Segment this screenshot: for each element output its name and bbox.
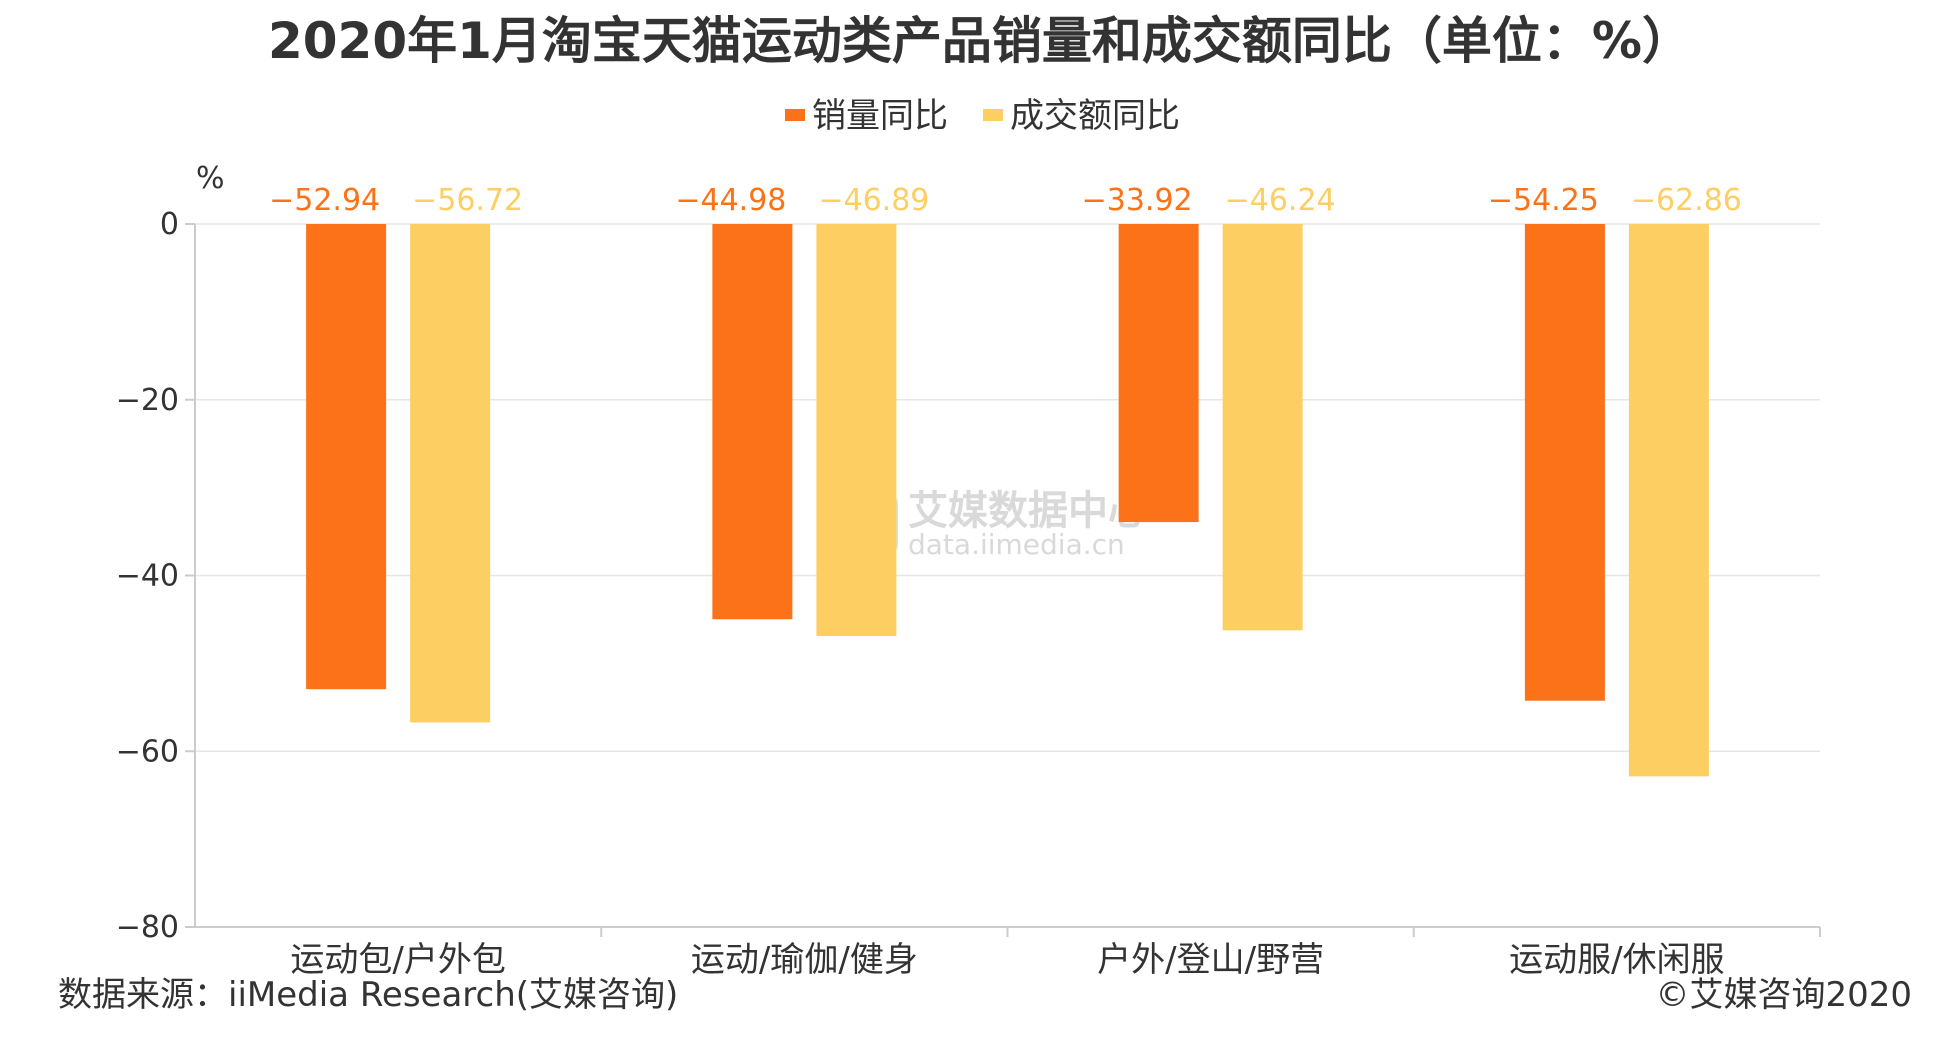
data-labels: −52.94 −56.72 −44.98 −46.89 −33.92 −46.24 −54.… <box>269 183 1742 218</box>
data-label-gmv: −62.86 <box>1631 183 1742 218</box>
bar-gmv <box>1628 224 1709 777</box>
bar-gmv <box>410 224 491 723</box>
x-category-label: 运动/瑜伽/健身 <box>691 940 918 980</box>
watermark-url: data.iimedia.cn <box>908 528 1125 561</box>
x-category-label: 运动包/户外包 <box>290 940 505 980</box>
copyright-note: ©艾媒咨询2020 <box>1655 975 1912 1015</box>
legend-label-gmv: 成交额同比 <box>1010 96 1180 136</box>
bars <box>306 224 1709 777</box>
bar-sales <box>1524 224 1605 701</box>
source-note: 数据来源：iiMedia Research(艾媒咨询) <box>58 975 678 1015</box>
legend-swatch-sales <box>785 109 805 121</box>
data-label-sales: −52.94 <box>269 183 380 218</box>
data-label-gmv: −46.89 <box>818 183 929 218</box>
x-axis-categories: 运动包/户外包 运动/瑜伽/健身 户外/登山/野营 运动服/休闲服 <box>290 927 1821 980</box>
x-category-label: 运动服/休闲服 <box>1509 940 1724 980</box>
bar-gmv <box>1222 224 1303 631</box>
chart-title: 2020年1月淘宝天猫运动类产品销量和成交额同比（单位：%） <box>268 12 1692 70</box>
data-label-sales: −54.25 <box>1488 183 1599 218</box>
legend: 销量同比 成交额同比 <box>785 96 1180 136</box>
x-category-label: 户外/登山/野营 <box>1097 940 1324 980</box>
legend-swatch-gmv <box>983 109 1003 121</box>
y-tick-label: −60 <box>116 734 179 769</box>
legend-label-sales: 销量同比 <box>812 96 948 136</box>
bar-sales <box>1118 224 1199 523</box>
data-label-sales: −44.98 <box>675 183 786 218</box>
bar-gmv <box>816 224 897 637</box>
bar-sales <box>306 224 387 690</box>
y-axis-unit: % <box>196 161 225 196</box>
watermark-name: 艾媒数据中心 <box>908 488 1148 534</box>
data-label-gmv: −56.72 <box>412 183 523 218</box>
data-label-sales: −33.92 <box>1082 183 1193 218</box>
y-tick-label: 0 <box>160 207 179 242</box>
data-label-gmv: −46.24 <box>1225 183 1336 218</box>
y-axis-ticks: 0 −20 −40 −60 −80 <box>116 207 195 945</box>
y-tick-label: −80 <box>116 910 179 945</box>
bar-sales <box>712 224 793 620</box>
y-tick-label: −20 <box>116 383 179 418</box>
y-tick-label: −40 <box>116 559 179 594</box>
